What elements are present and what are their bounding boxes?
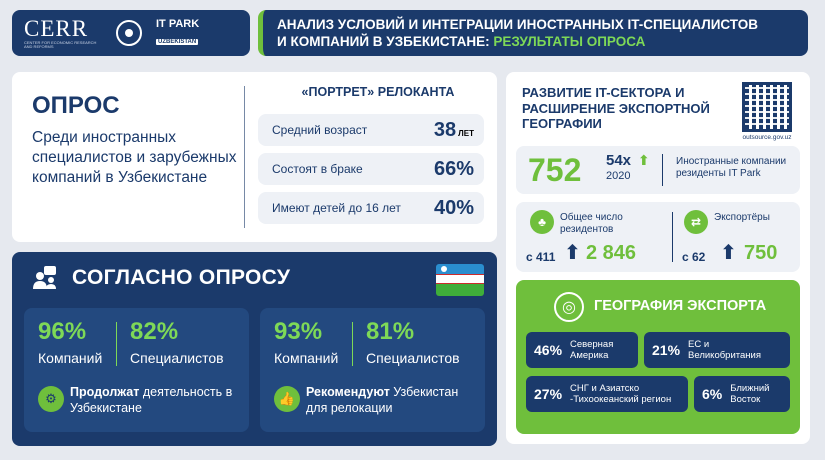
- exporters-label: Экспортёры: [714, 212, 770, 223]
- qr-url: outsource.gov.uz: [742, 134, 792, 141]
- agree-card: СОГЛАСНО ОПРОСУ 96% Компаний 82% Специал…: [12, 252, 497, 446]
- portrait-title: «ПОРТРЕТ» РЕЛОКАНТА: [301, 85, 455, 99]
- agree-desc: Рекомендуют Узбекистан для релокации: [306, 385, 459, 415]
- stat-row-children: Имеют детей до 16 лет 40%: [258, 192, 484, 224]
- itpark-logo-line2: UZBEKISTAN: [156, 39, 199, 46]
- it-sector-card: РАЗВИТИЕ IT-СЕКТОРА И РАСШИРЕНИЕ ЭКСПОРТ…: [506, 72, 810, 444]
- residents-exporters-box: ♣ Общее число резидентов с 411 ⬆ 2 846 ⇄…: [516, 202, 800, 272]
- foreign-multiplier: 54x: [606, 152, 632, 169]
- itpark-logo-line1: IT PARK: [156, 17, 200, 30]
- page-title: АНАЛИЗ УСЛОВИЙ И ИНТЕГРАЦИИ ИНОСТРАННЫХ …: [258, 10, 808, 56]
- globe-icon: ◎: [554, 292, 584, 322]
- residents-to: 2 846: [586, 242, 637, 264]
- thumbs-up-icon: 👍: [274, 386, 300, 412]
- stat-row-married: Состоят в браке 66%: [258, 153, 484, 185]
- export-globe-icon: ⇄: [684, 210, 708, 234]
- stat-row-age: Средний возраст 38 ЛЕТ: [258, 114, 484, 146]
- residents-from: с 411: [526, 250, 556, 264]
- page-title-highlight: РЕЗУЛЬТАТЫ ОПРОСА: [493, 34, 646, 49]
- agree-card-continue: 96% Компаний 82% Специалистов ⚙ Продолжа…: [24, 308, 249, 432]
- foreign-count: 752: [528, 152, 582, 188]
- arrow-up-icon: ⬆: [638, 152, 650, 168]
- residents-label: Общее число резидентов: [560, 212, 623, 235]
- survey-title: ОПРОС: [32, 92, 120, 119]
- cerr-logo: CERR CENTER FOR ECONOMIC RESEARCH AND RE…: [24, 17, 102, 50]
- export-geography: ◎ ГЕОГРАФИЯ ЭКСПОРТА 46% Северная Америк…: [516, 280, 800, 434]
- exporters-from: с 62: [682, 250, 706, 264]
- geo-item: 6% Ближний Восток: [694, 376, 790, 412]
- survey-card: ОПРОС Среди иностранных специалистов и з…: [12, 72, 497, 242]
- qr-code-icon: [742, 82, 792, 132]
- agree-desc: Продолжат деятельность в Узбекистане: [70, 385, 233, 415]
- page-title-line1: АНАЛИЗ УСЛОВИЙ И ИНТЕГРАЦИИ ИНОСТРАННЫХ …: [277, 17, 758, 32]
- uzbekistan-flag-icon: [436, 264, 484, 296]
- exporters-to: 750: [744, 242, 778, 264]
- geo-item: 21% ЕС и Великобритания: [644, 332, 790, 368]
- arrow-up-icon: ⬆: [564, 242, 581, 264]
- geography-title: ГЕОГРАФИЯ ЭКСПОРТА: [594, 298, 767, 314]
- agree-title: СОГЛАСНО ОПРОСУ: [72, 266, 291, 289]
- it-sector-title: РАЗВИТИЕ IT-СЕКТОРА И РАСШИРЕНИЕ ЭКСПОРТ…: [522, 85, 710, 131]
- itpark-logo-icon: [116, 20, 142, 46]
- cerr-logo-text: CERR: [24, 15, 89, 41]
- foreign-label: Иностранные компании резиденты IT Park: [676, 156, 787, 179]
- geo-item: 46% Северная Америка: [526, 332, 638, 368]
- geo-item: 27% СНГ и Азиатско -Тихоокеанский регион: [526, 376, 688, 412]
- agree-card-recommend: 93% Компаний 81% Специалистов 👍 Рекоменд…: [260, 308, 485, 432]
- page-title-line2: И КОМПАНИЙ В УЗБЕКИСТАНЕ: РЕЗУЛЬТАТЫ ОПР…: [277, 34, 646, 49]
- itpark-logo: IT PARK UZBEKISTAN: [156, 18, 199, 48]
- foreign-companies-box: 752 54x ⬆ 2020 Иностранные компании рези…: [516, 146, 800, 194]
- foreign-year: 2020: [606, 170, 631, 182]
- people-chat-icon: [33, 266, 56, 289]
- divider: [244, 86, 245, 228]
- survey-description: Среди иностранных специалистов и зарубеж…: [32, 129, 237, 186]
- team-icon: ⚙: [38, 386, 64, 412]
- arrow-up-icon: ⬆: [720, 242, 737, 264]
- cerr-logo-subtitle: CENTER FOR ECONOMIC RESEARCH AND REFORMS: [24, 39, 97, 49]
- header-logos: CERR CENTER FOR ECONOMIC RESEARCH AND RE…: [12, 10, 250, 56]
- tree-icon: ♣: [530, 210, 554, 234]
